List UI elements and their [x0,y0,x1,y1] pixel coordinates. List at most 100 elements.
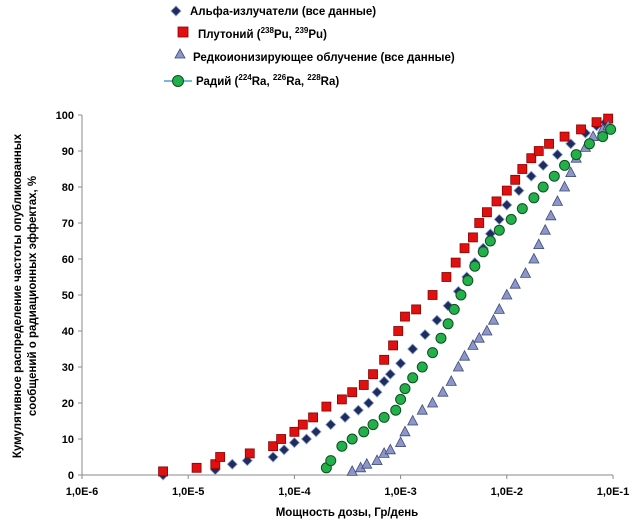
sparse-point [407,414,419,426]
ra-point [605,123,617,135]
sparse-point [399,425,411,437]
pu-point [474,218,485,228]
ra-point [442,318,454,330]
ra-point [493,224,505,236]
pu-point [517,164,528,174]
x-axis-title: Мощность дозы, Гр/день [276,507,419,519]
pu-point [459,243,470,254]
legend: Альфа-излучатели (все данные) Плутоний (… [164,5,455,88]
legend-sparse-marker [174,48,186,59]
pu-point [368,369,378,380]
pu-point [559,131,570,142]
alpha-point [310,426,322,438]
sparse-point [558,180,571,192]
pu-point [268,441,278,452]
x-tick-label: 1,0E-1 [597,486,629,498]
pu-point [308,412,319,423]
sparse-point [467,339,479,350]
pu-point [276,434,287,444]
legend-ra-marker [172,75,184,87]
x-tick-label: 1,0E-2 [491,486,523,498]
sparse-point [452,360,465,372]
sparse-point [481,324,493,336]
ra-point [427,347,439,359]
y-tick-label: 80 [62,182,74,194]
ra-point [484,235,496,247]
ra-point [548,170,560,182]
y-ticks: 0 10 20 30 40 50 60 70 80 90 100 [56,110,82,482]
legend-pu-marker [177,26,189,38]
y-tick-label: 10 [62,434,74,446]
sparse-point [445,375,457,386]
legend-alpha-marker [170,5,182,17]
alpha-point [525,170,537,182]
alpha-point [419,329,431,341]
ra-point [559,159,571,171]
pu-point [347,387,358,398]
pu-point [400,311,410,322]
ra-point [477,246,489,258]
x-tick-label: 1,0E-6 [66,486,98,498]
sparse-point [487,313,500,325]
y-tick-label: 40 [62,326,74,338]
ra-point [448,303,460,315]
series-ra [320,123,617,474]
alpha-point [339,411,351,423]
legend-sparse-label: Редкоионизирующее облучение (все данные) [193,52,455,64]
alpha-point [267,451,279,463]
pu-point [297,419,308,430]
pu-point [576,124,586,135]
series-pu [158,113,614,477]
alpha-point [363,397,375,409]
pu-point [427,290,438,300]
sparse-point [539,223,551,235]
legend-pu-label: Плутоний (238Pu, 239Pu) [198,26,327,41]
pu-point [491,196,502,207]
pu-point [379,354,390,365]
ra-point [346,433,358,445]
pu-point [510,174,521,185]
alpha-point [226,458,238,470]
x-tick-label: 1,0E-4 [278,486,311,498]
ra-point [416,361,428,373]
sparse-point [565,166,577,178]
pu-point [526,153,537,164]
ra-point [367,419,379,431]
ra-point [597,131,609,143]
alpha-point [371,386,383,398]
pu-point [215,452,226,462]
alpha-point [288,437,300,449]
sparse-point [394,436,407,448]
pu-point [191,462,202,473]
pu-point [388,340,399,351]
ra-point [358,426,370,438]
x-tick-label: 1,0E-5 [172,486,204,498]
ra-point [399,383,411,395]
pu-point [393,326,404,336]
y-tick-label: 0 [68,470,74,482]
ra-point [469,260,481,272]
pu-point [501,185,512,196]
y-tick-label: 90 [62,146,74,158]
legend-alpha-label: Альфа-излучатели (все данные) [190,6,376,18]
pu-point [533,146,544,156]
y-tick-label: 50 [62,290,74,302]
pu-point [336,394,347,405]
sparse-point [551,195,564,206]
ra-point [583,138,595,150]
sparse-point [416,403,428,415]
series-sparse [346,119,614,476]
alpha-point [431,314,443,326]
alpha-point [407,343,419,355]
pu-point [411,304,422,315]
x-ticks: 1,0E-6 1,0E-5 1,0E-4 1,0E-3 1,0E-2 1,0E-1 [66,475,629,498]
sparse-point [473,331,485,343]
alpha-point [352,404,364,416]
ra-point [537,181,549,193]
y-axis-title: Кумулятивное распределение частоты опубл… [12,133,39,458]
alpha-point [378,375,390,387]
ra-point [462,275,474,287]
pu-point [544,138,554,149]
